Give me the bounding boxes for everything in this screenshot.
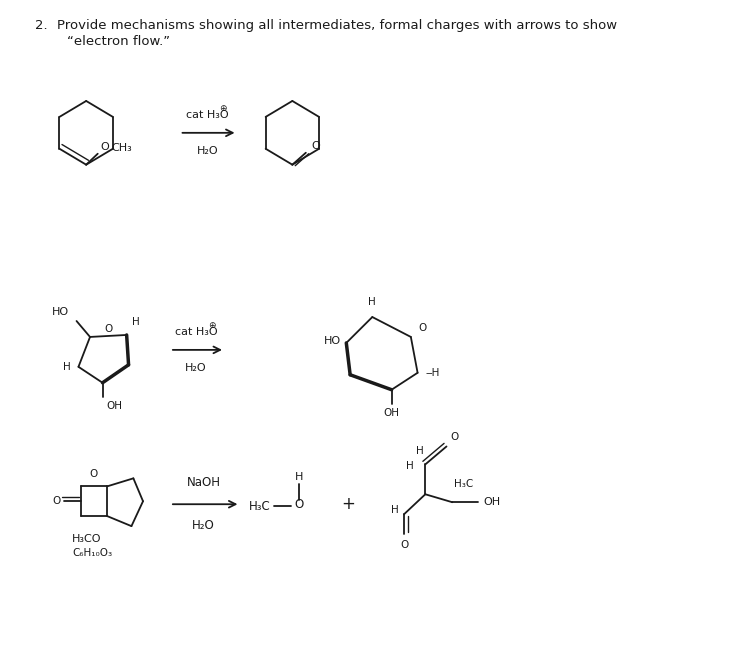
Text: H₃CO: H₃CO <box>72 534 101 544</box>
Text: H: H <box>390 505 398 515</box>
Text: H: H <box>369 297 376 307</box>
Text: H: H <box>295 472 303 482</box>
Text: O: O <box>450 432 458 443</box>
Text: C₆H₁₀O₃: C₆H₁₀O₃ <box>73 548 113 558</box>
Text: “electron flow.”: “electron flow.” <box>67 35 170 48</box>
Text: HO: HO <box>324 336 341 346</box>
Text: O: O <box>52 496 60 506</box>
Text: O: O <box>104 324 112 334</box>
Text: H: H <box>133 317 140 327</box>
Text: O: O <box>100 142 109 152</box>
Text: +: + <box>342 495 355 513</box>
Text: H₂O: H₂O <box>192 519 215 532</box>
Text: Provide mechanisms showing all intermediates, formal charges with arrows to show: Provide mechanisms showing all intermedi… <box>57 19 617 32</box>
Text: H: H <box>416 446 423 456</box>
Text: O: O <box>312 141 321 151</box>
Text: H: H <box>406 461 413 471</box>
Text: O: O <box>90 469 98 480</box>
Text: CH₃: CH₃ <box>111 143 132 153</box>
Text: ⊕: ⊕ <box>219 104 227 113</box>
Text: H: H <box>63 362 70 372</box>
Text: cat H₃O: cat H₃O <box>187 110 229 120</box>
Text: ‒H: ‒H <box>425 368 440 378</box>
Text: cat H₃O: cat H₃O <box>175 327 217 337</box>
Text: HO: HO <box>52 307 69 317</box>
Text: ⊕: ⊕ <box>209 321 216 330</box>
Text: OH: OH <box>106 400 122 411</box>
Text: NaOH: NaOH <box>187 476 221 489</box>
Text: O: O <box>400 540 408 550</box>
Text: H₃C: H₃C <box>454 480 473 489</box>
Text: H₂O: H₂O <box>197 146 219 156</box>
Text: O: O <box>294 498 303 511</box>
Text: OH: OH <box>483 497 500 507</box>
Text: H₂O: H₂O <box>185 363 207 373</box>
Text: O: O <box>419 323 427 333</box>
Text: OH: OH <box>383 408 399 418</box>
Text: H₃C: H₃C <box>249 500 270 513</box>
Text: 2.: 2. <box>35 19 48 32</box>
